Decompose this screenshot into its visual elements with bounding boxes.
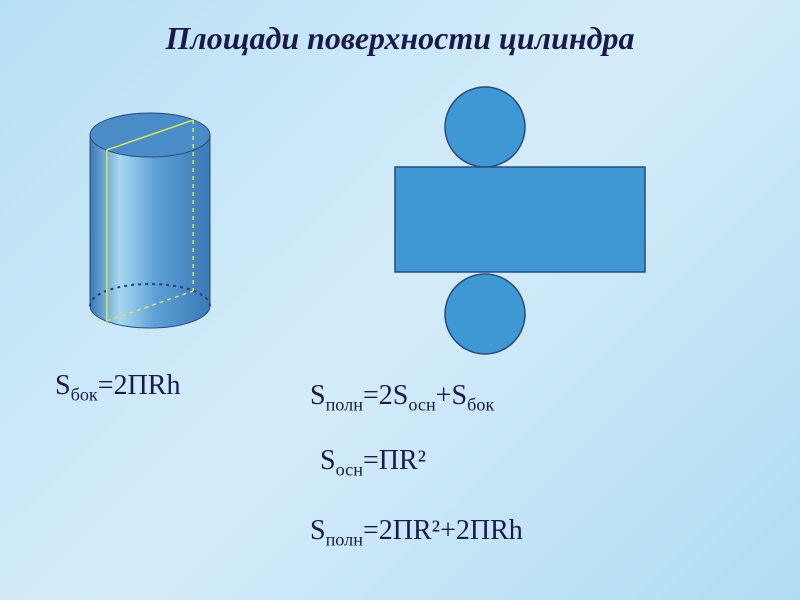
title-text: Площади поверхности цилиндра	[165, 20, 634, 56]
formula-total-area-sum: Sполн=2Sосн+Sбок	[310, 380, 494, 416]
formula-total-area-expanded: Sполн=2ПR²+2ПRh	[310, 515, 523, 551]
net-svg	[380, 85, 660, 365]
formula-lateral-area: Sбок=2ПRh	[55, 370, 180, 406]
formula-base-area: Sосн=ПR²	[320, 445, 426, 481]
cylinder-svg	[80, 105, 220, 345]
cylinder-3d-diagram	[80, 105, 220, 350]
page-title: Площади поверхности цилиндра	[0, 20, 800, 57]
cylinder-net-diagram	[380, 85, 660, 370]
